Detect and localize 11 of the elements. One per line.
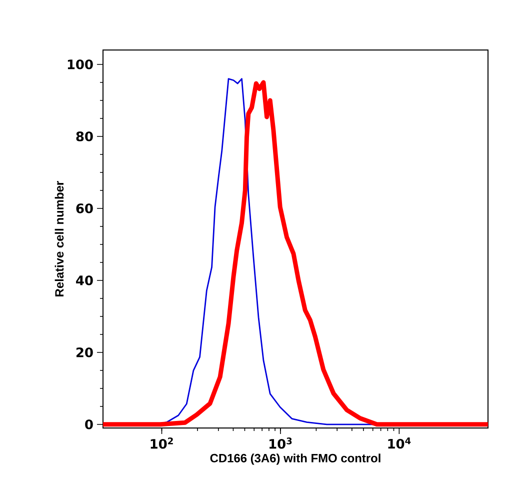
x-tick-label: 10$^{2}$ bbox=[150, 438, 173, 449]
x-tick-label: 10$^{4}$ bbox=[388, 438, 411, 449]
y-tick-label: 80 bbox=[76, 132, 93, 142]
y-tick-label: 0 bbox=[85, 420, 93, 430]
y-tick-label: 20 bbox=[76, 348, 93, 358]
y-tick-label: 100 bbox=[68, 60, 93, 70]
y-axis-title: Relative cell number bbox=[54, 181, 64, 296]
x-axis-title: CD166 (3A6) with FMO control bbox=[210, 454, 380, 465]
y-tick-label: 60 bbox=[76, 204, 93, 214]
x-tick-label: 10$^{3}$ bbox=[270, 438, 292, 449]
y-tick-label: 40 bbox=[76, 276, 93, 286]
